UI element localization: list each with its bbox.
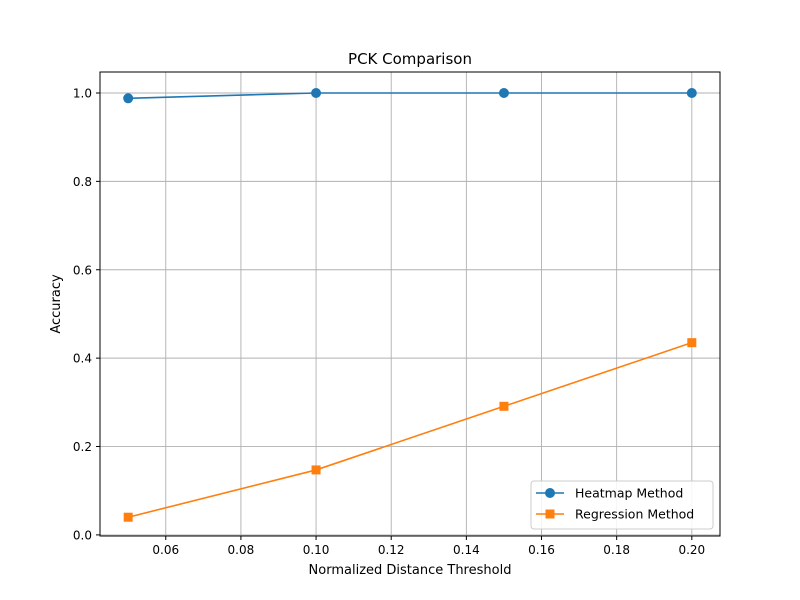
legend-item-heatmap-method: Heatmap Method <box>536 486 683 501</box>
y-tick-label: 0.4 <box>73 352 92 366</box>
data-point-regression-method <box>123 512 133 522</box>
x-tick-label: 0.06 <box>152 543 179 557</box>
legend-box <box>530 480 714 530</box>
data-point-regression-method <box>499 401 509 411</box>
legend-items: Heatmap Method Regression Method <box>536 486 694 522</box>
y-tick-label: 0.0 <box>73 528 92 542</box>
y-tick-label: 1.0 <box>73 86 92 100</box>
x-tick-label: 0.12 <box>378 543 405 557</box>
data-point-regression-method <box>311 465 321 475</box>
x-tick-label: 0.16 <box>528 543 555 557</box>
x-tick-label: 0.18 <box>603 543 630 557</box>
data-point-heatmap-method <box>686 87 697 98</box>
x-tick-label: 0.14 <box>453 543 480 557</box>
y-tick-label: 0.6 <box>73 263 92 277</box>
series-regression-method <box>123 338 697 522</box>
legend-label-heatmap-method: Heatmap Method <box>575 486 683 501</box>
legend-label-regression-method: Regression Method <box>575 507 694 522</box>
data-series <box>123 87 697 522</box>
data-point-heatmap-method <box>311 87 322 98</box>
series-line-regression-method <box>127 341 693 518</box>
plot-background <box>100 72 720 536</box>
chart-title: PCK Comparison <box>348 50 472 68</box>
y-tick-label: 0.2 <box>73 440 92 454</box>
x-tick-label: 0.10 <box>303 543 330 557</box>
x-tick-label: 0.08 <box>228 543 255 557</box>
legend: Heatmap Method Regression Method <box>530 480 714 530</box>
legend-marker-regression-method <box>545 509 555 519</box>
legend-marker-heatmap-method <box>545 488 555 498</box>
data-point-heatmap-method <box>123 93 134 104</box>
data-point-heatmap-method <box>498 87 509 98</box>
plot-frame <box>99 71 721 537</box>
x-tick-label: 0.20 <box>678 543 705 557</box>
axis-ticks: 0.06 0.08 0.10 0.12 0.14 0.16 0.18 0.20 0.0 0.2 0.… <box>73 86 705 557</box>
x-axis-label: Normalized Distance Threshold <box>309 563 512 578</box>
y-axis-label: Accuracy <box>49 274 64 334</box>
series-line-heatmap-method <box>128 92 692 100</box>
legend-item-regression-method: Regression Method <box>536 507 694 522</box>
y-tick-label: 0.8 <box>73 175 92 189</box>
data-point-regression-method <box>687 338 697 348</box>
series-heatmap-method <box>123 87 697 104</box>
